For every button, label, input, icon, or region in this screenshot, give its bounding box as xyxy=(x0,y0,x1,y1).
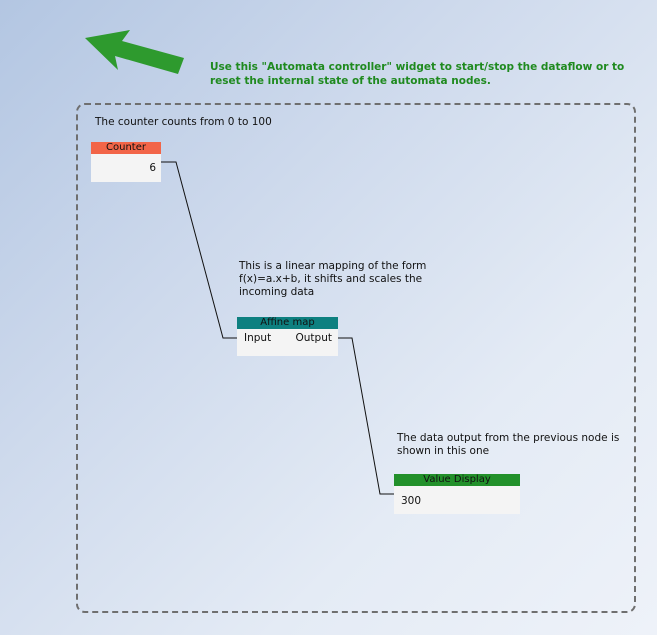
affine-map-ports: Input Output xyxy=(237,329,338,344)
counter-value: 6 xyxy=(149,162,156,174)
display-value: 300 xyxy=(401,495,422,507)
controller-hint: Use this "Automata controller" widget to… xyxy=(210,61,625,87)
affine-note: This is a linear mapping of the form f(x… xyxy=(239,260,427,298)
affine-map-node-title[interactable]: Affine map xyxy=(237,317,338,329)
value-display-node-title[interactable]: Value Display xyxy=(394,474,520,486)
output-port[interactable]: Output xyxy=(295,332,332,344)
display-note: The data output from the previous node i… xyxy=(397,432,620,457)
value-display-node[interactable]: Value Display 300 xyxy=(394,474,520,514)
counter-node[interactable]: Counter 6 xyxy=(91,142,161,182)
group-frame xyxy=(76,103,636,613)
input-port[interactable]: Input xyxy=(244,332,272,344)
affine-map-node[interactable]: Affine map Input Output xyxy=(237,317,338,356)
counter-node-title[interactable]: Counter xyxy=(91,142,161,154)
counter-note: The counter counts from 0 to 100 xyxy=(95,116,272,128)
arrow-icon xyxy=(85,30,184,74)
